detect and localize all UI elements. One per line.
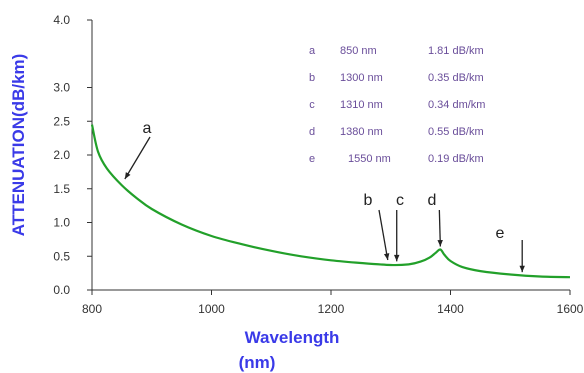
legend-wavelength: 1550 nm	[348, 153, 391, 165]
y-tick-label: 3.0	[53, 81, 70, 95]
y-tick-label: 2.0	[53, 148, 70, 162]
legend-letter: a	[309, 45, 316, 57]
marker-c-label: c	[396, 192, 404, 209]
marker-c-arrowhead	[393, 254, 400, 262]
x-axis-label: Wavelength	[245, 328, 340, 347]
marker-b-arrow	[378, 209, 389, 261]
y-tick-label: 1.5	[53, 182, 70, 196]
y-tick-label: 0.0	[53, 283, 70, 297]
marker-e-label: e	[496, 225, 505, 242]
marker-a-label: a	[143, 120, 152, 137]
marker-b-arrowhead	[383, 253, 390, 260]
legend-wavelength: 1300 nm	[340, 72, 383, 84]
marker-d-arrowhead	[437, 239, 443, 247]
y-tick-label: 0.5	[53, 249, 70, 263]
legend-wavelength: 850 nm	[340, 45, 377, 57]
x-tick-label: 1000	[198, 302, 225, 316]
x-ticks: 800 1000 1200 1400 1600	[82, 290, 584, 316]
attenuation-curve	[90, 124, 571, 279]
legend-value: 0.19 dB/km	[428, 153, 484, 165]
y-tick-label: 4.0	[53, 13, 70, 27]
marker-d-label: d	[428, 192, 437, 209]
y-ticks: 0.0 0.5 1.0 1.5 2.0 2.5 3.0 4.0	[53, 13, 92, 297]
legend-value: 1.81 dB/km	[428, 45, 484, 57]
legend-wavelength: 1310 nm	[340, 99, 383, 111]
x-tick-label: 1600	[557, 302, 584, 316]
legend-letter: d	[309, 126, 315, 138]
marker-annotations: a b c d e	[124, 120, 525, 273]
y-tick-label: 2.5	[53, 114, 70, 128]
legend-letter: b	[309, 72, 315, 84]
legend-value: 0.55 dB/km	[428, 126, 484, 138]
x-tick-label: 1400	[437, 302, 464, 316]
y-tick-label: 1.0	[53, 216, 70, 230]
marker-e-arrowhead	[519, 265, 525, 273]
marker-a-arrow	[124, 136, 151, 180]
marker-a-arrowhead	[124, 172, 131, 179]
series-line	[90, 124, 571, 279]
x-tick-label: 1200	[318, 302, 345, 316]
legend-value: 0.35 dB/km	[428, 72, 484, 84]
legend-table: a 850 nm 1.81 dB/km b 1300 nm 0.35 dB/km c 1310…	[309, 45, 486, 165]
axes	[91, 20, 570, 291]
marker-b-label: b	[364, 192, 373, 209]
legend-value: 0.34 dm/km	[428, 99, 485, 111]
legend-letter: c	[309, 99, 315, 111]
legend-letter: e	[309, 153, 315, 165]
x-axis-unit: (nm)	[239, 353, 276, 372]
legend-wavelength: 1380 nm	[340, 126, 383, 138]
y-axis-label: ATTENUATION(dB/km)	[9, 54, 28, 237]
x-tick-label: 800	[82, 302, 102, 316]
